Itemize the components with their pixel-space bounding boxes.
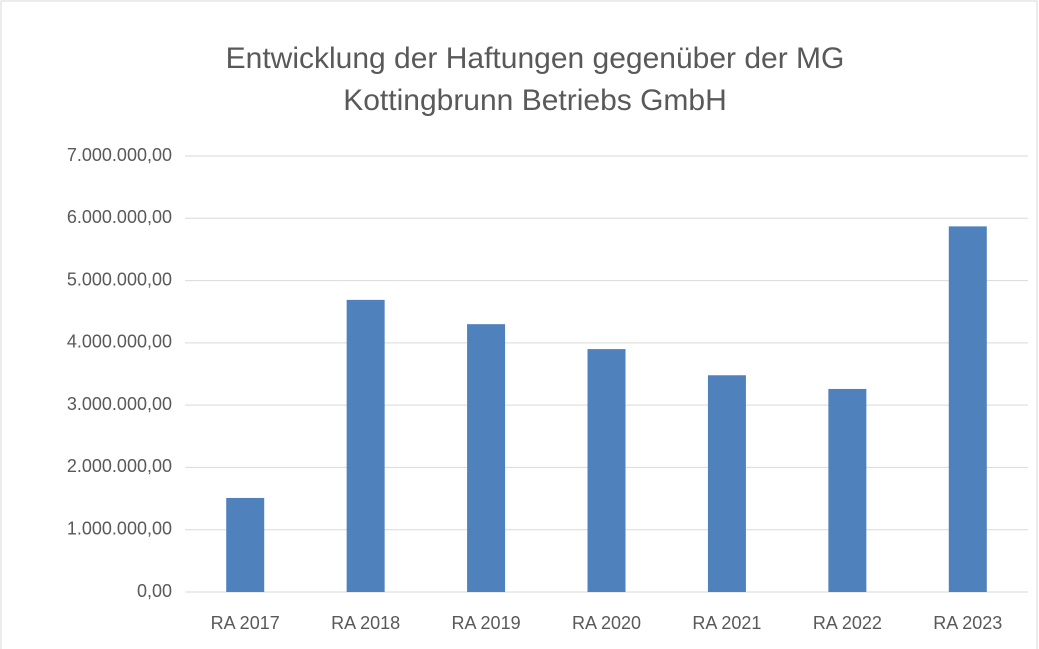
bar (467, 324, 506, 592)
chart-title: Kottingbrunn Betriebs GmbH (343, 84, 727, 117)
y-tick-label: 0,00 (137, 581, 172, 601)
y-tick-label: 5.000.000,00 (67, 269, 172, 289)
bar (587, 349, 626, 592)
x-tick-label: RA 2018 (331, 613, 400, 633)
y-tick-label: 4.000.000,00 (67, 332, 172, 352)
y-tick-label: 2.000.000,00 (67, 456, 172, 476)
x-tick-label: RA 2020 (572, 613, 641, 633)
x-tick-label: RA 2017 (211, 613, 280, 633)
x-tick-label: RA 2021 (692, 613, 761, 633)
y-tick-label: 1.000.000,00 (67, 518, 172, 538)
y-tick-label: 7.000.000,00 (67, 145, 172, 165)
bar (707, 375, 746, 592)
chart-title: Entwicklung der Haftungen gegenüber der … (226, 42, 845, 75)
bar (226, 497, 265, 592)
y-tick-label: 3.000.000,00 (67, 394, 172, 414)
x-tick-label: RA 2019 (452, 613, 521, 633)
x-tick-label: RA 2022 (813, 613, 882, 633)
bar (948, 226, 987, 592)
bar (346, 299, 385, 592)
x-tick-label: RA 2023 (933, 613, 1002, 633)
y-tick-label: 6.000.000,00 (67, 207, 172, 227)
bar (828, 388, 867, 592)
